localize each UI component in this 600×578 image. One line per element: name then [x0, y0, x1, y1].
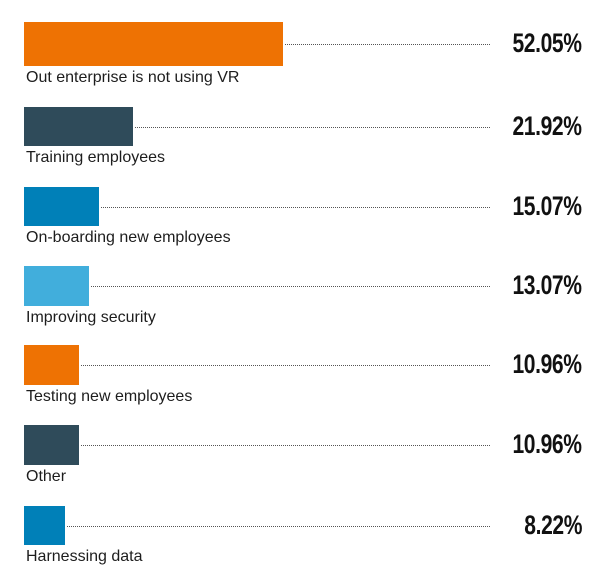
category-label: Harnessing data — [26, 548, 143, 565]
leader-line — [101, 206, 490, 208]
bar — [24, 22, 284, 66]
leader-line — [91, 286, 490, 287]
category-label: Testing new employees — [26, 388, 193, 405]
bar — [24, 266, 90, 306]
value-label: 52.05% — [512, 28, 582, 58]
bar — [24, 345, 79, 385]
category-label: Training employees — [26, 149, 166, 166]
bar — [24, 107, 134, 146]
value-label: 13.07% — [512, 270, 582, 300]
category-label: Improving security — [26, 309, 156, 326]
value-label: 15.07% — [512, 190, 582, 221]
bar — [24, 506, 65, 545]
value-label: 10.96% — [512, 349, 582, 379]
leader-line — [80, 445, 490, 446]
leader-line — [66, 525, 490, 527]
leader-line — [80, 365, 490, 366]
category-label: On-boarding new employees — [26, 229, 231, 246]
value-label: 10.96% — [512, 429, 582, 459]
category-label: Other — [26, 468, 67, 485]
leader-line — [135, 126, 490, 128]
leader-line — [285, 44, 490, 45]
bar — [24, 425, 79, 465]
bar — [24, 187, 100, 226]
value-label: 21.92% — [512, 110, 582, 141]
category-label: Out enterprise is not using VR — [26, 69, 240, 86]
value-label: 8.22% — [524, 509, 582, 540]
